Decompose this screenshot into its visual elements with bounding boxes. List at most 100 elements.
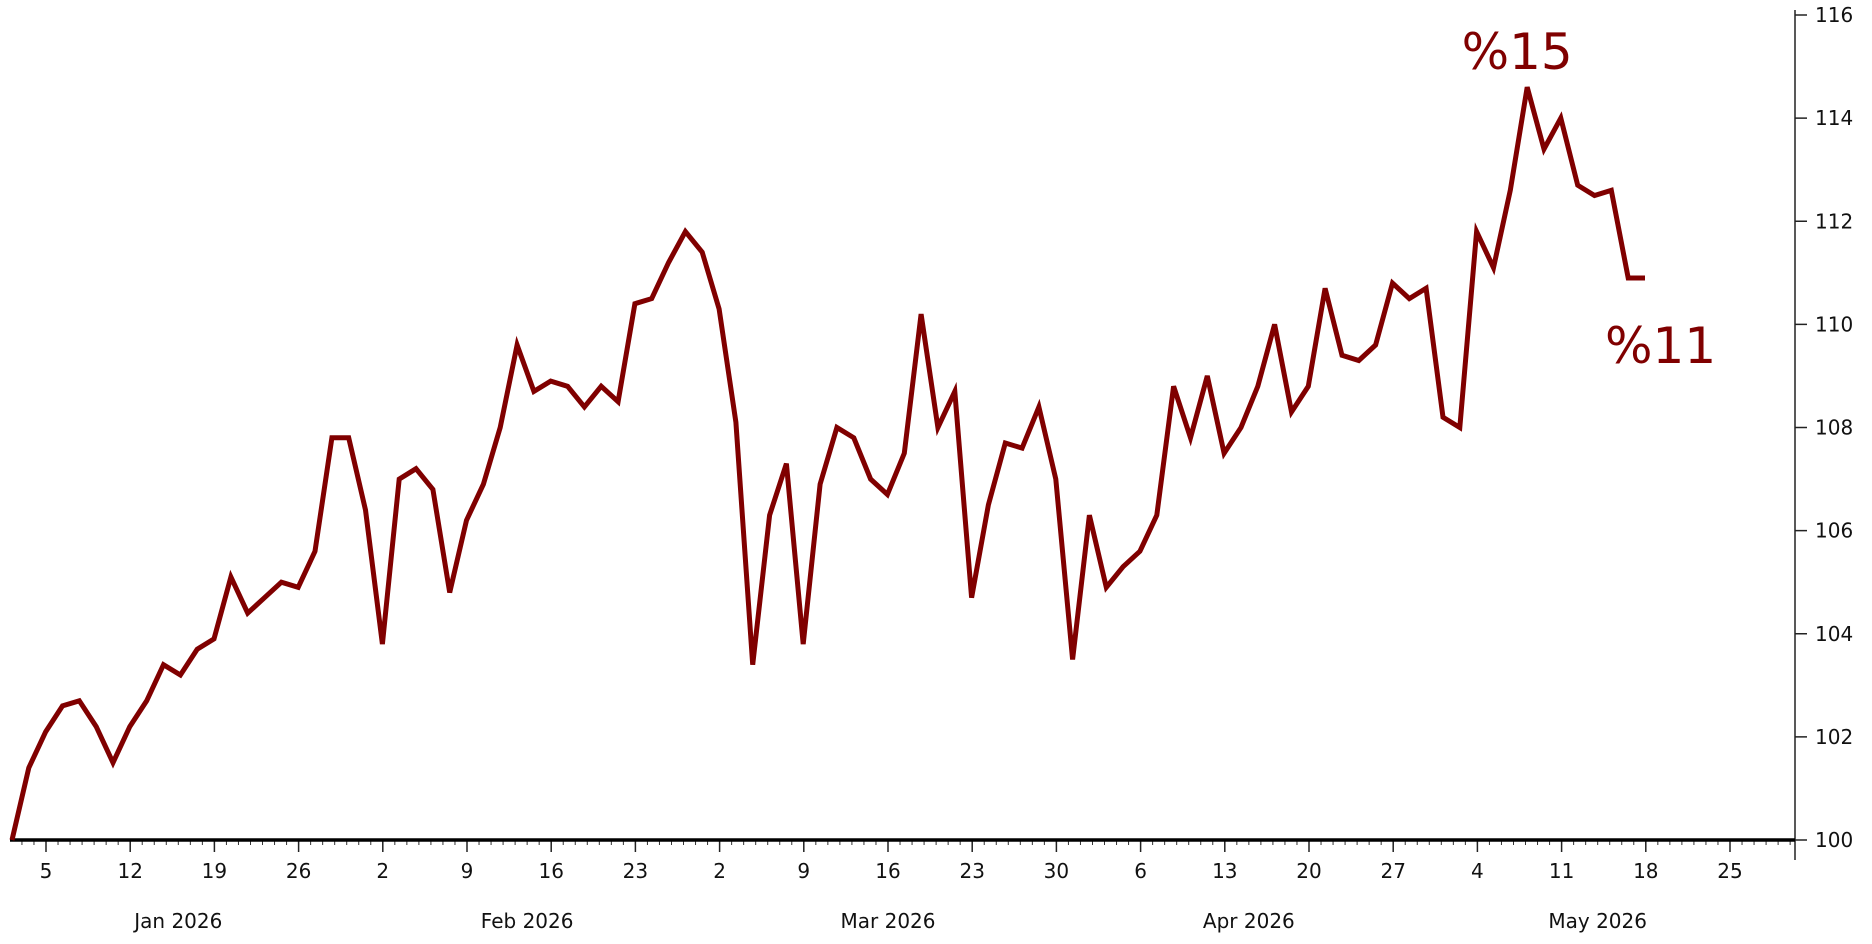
data-point — [12, 840, 13, 841]
data-point — [1375, 345, 1376, 346]
x-month-label: Apr 2026 — [1203, 909, 1295, 933]
data-point — [567, 386, 568, 387]
data-point — [533, 391, 534, 392]
data-point — [803, 644, 804, 645]
data-point — [399, 479, 400, 480]
annotations: %15 %11 — [1462, 23, 1717, 375]
x-tick-label: 9 — [797, 859, 810, 883]
data-point — [651, 298, 652, 299]
data-point — [786, 463, 787, 464]
x-tick-label: 11 — [1549, 859, 1574, 883]
data-point — [1392, 283, 1393, 284]
data-point — [752, 664, 753, 665]
data-point — [1342, 355, 1343, 356]
x-month-label: Mar 2026 — [841, 909, 936, 933]
data-point — [298, 587, 299, 588]
y-tick-label: 112 — [1815, 209, 1853, 233]
x-tick-label: 19 — [202, 859, 227, 883]
data-point — [1190, 437, 1191, 438]
data-point — [550, 381, 551, 382]
y-tick-label: 104 — [1815, 622, 1853, 646]
data-point — [685, 231, 686, 232]
data-point — [1241, 427, 1242, 428]
data-point — [618, 401, 619, 402]
data-point — [1005, 443, 1006, 444]
y-axis: 100 102 104 106 108 110 112 114 116 — [1794, 3, 1853, 860]
data-point — [1577, 185, 1578, 186]
data-point — [904, 453, 905, 454]
x-tick-label: 2 — [376, 859, 389, 883]
data-point — [1123, 566, 1124, 567]
data-point — [1594, 195, 1595, 196]
data-point — [96, 726, 97, 727]
annotation-label: %15 — [1462, 23, 1573, 81]
data-point — [836, 427, 837, 428]
data-point — [1443, 417, 1444, 418]
x-tick-label: 13 — [1212, 859, 1237, 883]
data-point — [1409, 298, 1410, 299]
data-point — [1055, 479, 1056, 480]
data-point — [62, 705, 63, 706]
data-point — [1224, 453, 1225, 454]
data-point — [382, 644, 383, 645]
data-point — [1560, 118, 1561, 119]
data-point — [820, 484, 821, 485]
data-point — [197, 649, 198, 650]
data-point — [416, 468, 417, 469]
annotation-label: %11 — [1605, 317, 1716, 375]
data-point — [163, 664, 164, 665]
data-point — [853, 437, 854, 438]
data-point — [954, 391, 955, 392]
x-tick-label: 26 — [286, 859, 311, 883]
y-tick-label: 106 — [1815, 519, 1853, 543]
y-tick-label: 116 — [1815, 3, 1853, 27]
x-month-label: May 2026 — [1548, 909, 1647, 933]
data-point — [735, 422, 736, 423]
data-point — [247, 613, 248, 614]
data-point — [769, 515, 770, 516]
data-point — [348, 437, 349, 438]
data-point — [1628, 278, 1629, 279]
data-point — [971, 597, 972, 598]
data-point — [1156, 515, 1157, 516]
data-point — [315, 551, 316, 552]
y-tick-label: 110 — [1815, 312, 1853, 336]
data-point — [1527, 87, 1528, 88]
data-point — [45, 731, 46, 732]
data-point — [79, 700, 80, 701]
data-point — [1645, 278, 1646, 279]
x-tick-label: 12 — [117, 859, 142, 883]
data-point — [1544, 149, 1545, 150]
data-point — [483, 484, 484, 485]
data-point — [1308, 386, 1309, 387]
data-point — [180, 675, 181, 676]
data-point — [702, 252, 703, 253]
x-month-label: Jan 2026 — [132, 909, 222, 933]
data-point — [1173, 386, 1174, 387]
y-tick-label: 114 — [1815, 106, 1853, 130]
x-tick-label: 2 — [713, 859, 726, 883]
x-tick-label: 20 — [1296, 859, 1321, 883]
data-point — [1358, 360, 1359, 361]
data-point — [1106, 587, 1107, 588]
x-tick-label: 6 — [1134, 859, 1147, 883]
data-point — [584, 406, 585, 407]
data-point — [1274, 324, 1275, 325]
data-point — [1493, 267, 1494, 268]
data-point — [887, 494, 888, 495]
data-point — [1325, 288, 1326, 289]
data-point — [1611, 190, 1612, 191]
data-point — [146, 700, 147, 701]
data-point — [264, 597, 265, 598]
x-tick-label: 4 — [1471, 859, 1484, 883]
x-tick-label: 25 — [1717, 859, 1742, 883]
data-point — [281, 582, 282, 583]
data-point — [517, 345, 518, 346]
data-point — [1459, 427, 1460, 428]
data-point — [870, 479, 871, 480]
data-point — [432, 489, 433, 490]
data-point — [365, 510, 366, 511]
x-tick-label: 23 — [959, 859, 984, 883]
data-point — [113, 762, 114, 763]
